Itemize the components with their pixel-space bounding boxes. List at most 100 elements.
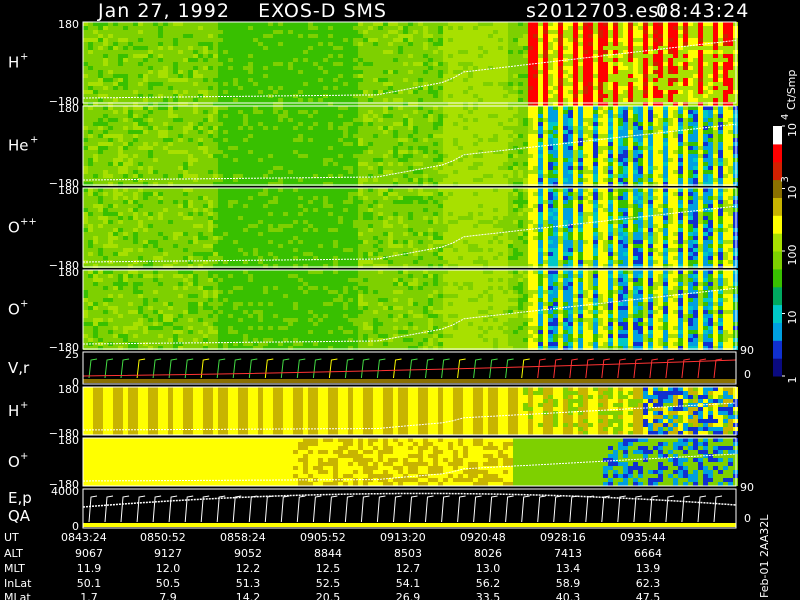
heat-cell — [668, 58, 673, 62]
heat-cell — [413, 78, 418, 82]
heat-cell — [508, 182, 513, 186]
heat-cell — [143, 174, 148, 178]
heat-cell — [198, 22, 203, 26]
heat-cell — [233, 50, 238, 54]
heat-cell — [533, 54, 538, 58]
heat-cell — [543, 34, 548, 38]
heat-cell — [563, 118, 568, 122]
heat-cell — [628, 78, 633, 82]
heat-cell — [433, 138, 438, 142]
heat-cell — [353, 110, 358, 114]
heat-cell — [688, 82, 693, 86]
heat-cell — [233, 150, 238, 154]
heat-cell — [528, 82, 533, 86]
heat-cell — [268, 174, 273, 178]
heat-cell — [258, 30, 263, 34]
heat-cell — [153, 102, 158, 106]
heat-cell — [328, 90, 333, 94]
heat-cell — [633, 146, 638, 150]
heat-cell — [478, 70, 483, 74]
heat-cell — [228, 42, 233, 46]
heat-cell — [233, 98, 238, 102]
heat-cell — [133, 162, 138, 166]
heat-cell — [138, 146, 143, 150]
heat-cell — [443, 138, 448, 142]
heat-cell — [563, 158, 568, 162]
heat-cell — [463, 126, 468, 130]
heat-cell — [208, 74, 213, 78]
heat-cell — [653, 62, 658, 66]
heat-cell — [213, 22, 218, 26]
heat-cell — [178, 82, 183, 86]
heat-cell — [393, 174, 398, 178]
heat-cell — [278, 70, 283, 74]
heat-cell — [138, 126, 143, 130]
heat-cell — [328, 130, 333, 134]
heat-cell — [328, 30, 333, 34]
heat-cell — [333, 170, 338, 174]
heat-cell — [158, 74, 163, 78]
heat-cell — [263, 62, 268, 66]
heat-cell — [313, 158, 318, 162]
heat-cell — [623, 54, 628, 58]
heat-cell — [393, 98, 398, 102]
file-name: s2012703.esr — [526, 0, 668, 22]
heat-cell — [368, 146, 373, 150]
heat-cell — [318, 50, 323, 54]
heat-cell — [383, 102, 388, 106]
heat-cell — [343, 50, 348, 54]
heat-cell — [603, 54, 608, 58]
heat-cell — [193, 58, 198, 62]
heat-cell — [273, 182, 278, 186]
heat-cell — [163, 22, 168, 26]
heat-cell — [713, 22, 718, 26]
heat-cell — [613, 42, 618, 46]
heat-cell — [493, 170, 498, 174]
heat-cell — [328, 142, 333, 146]
heat-cell — [328, 26, 333, 30]
heat-cell — [478, 98, 483, 102]
heat-cell — [613, 98, 618, 102]
heat-cell — [593, 74, 598, 78]
heat-cell — [723, 82, 728, 86]
heat-cell — [263, 58, 268, 62]
heat-cell — [623, 50, 628, 54]
heat-cell — [258, 54, 263, 58]
heat-cell — [208, 42, 213, 46]
heat-cell — [128, 30, 133, 34]
heat-cell — [273, 82, 278, 86]
heat-cell — [348, 166, 353, 170]
heat-cell — [538, 70, 543, 74]
heat-cell — [498, 154, 503, 158]
heat-cell — [318, 46, 323, 50]
heat-cell — [348, 42, 353, 46]
heat-cell — [618, 162, 623, 166]
heat-cell — [693, 22, 698, 26]
heat-cell — [138, 102, 143, 106]
heat-cell — [478, 46, 483, 50]
heat-cell — [353, 30, 358, 34]
heat-cell — [568, 102, 573, 106]
heat-cell — [518, 182, 523, 186]
heat-cell — [193, 106, 198, 110]
heat-cell — [263, 166, 268, 170]
heat-cell — [703, 34, 708, 38]
heat-cell — [263, 162, 268, 166]
heat-cell — [188, 106, 193, 110]
heat-cell — [628, 82, 633, 86]
heat-cell — [153, 38, 158, 42]
heat-cell — [88, 126, 93, 130]
heat-cell — [273, 34, 278, 38]
heat-cell — [93, 138, 98, 142]
heat-cell — [378, 22, 383, 26]
heat-cell — [243, 126, 248, 130]
heat-cell — [183, 66, 188, 70]
heat-cell — [713, 62, 718, 66]
heat-cell — [88, 78, 93, 82]
heat-cell — [588, 126, 593, 130]
heat-cell — [593, 146, 598, 150]
heat-cell — [238, 22, 243, 26]
heat-cell — [723, 62, 728, 66]
heat-cell — [543, 90, 548, 94]
heat-cell — [418, 158, 423, 162]
